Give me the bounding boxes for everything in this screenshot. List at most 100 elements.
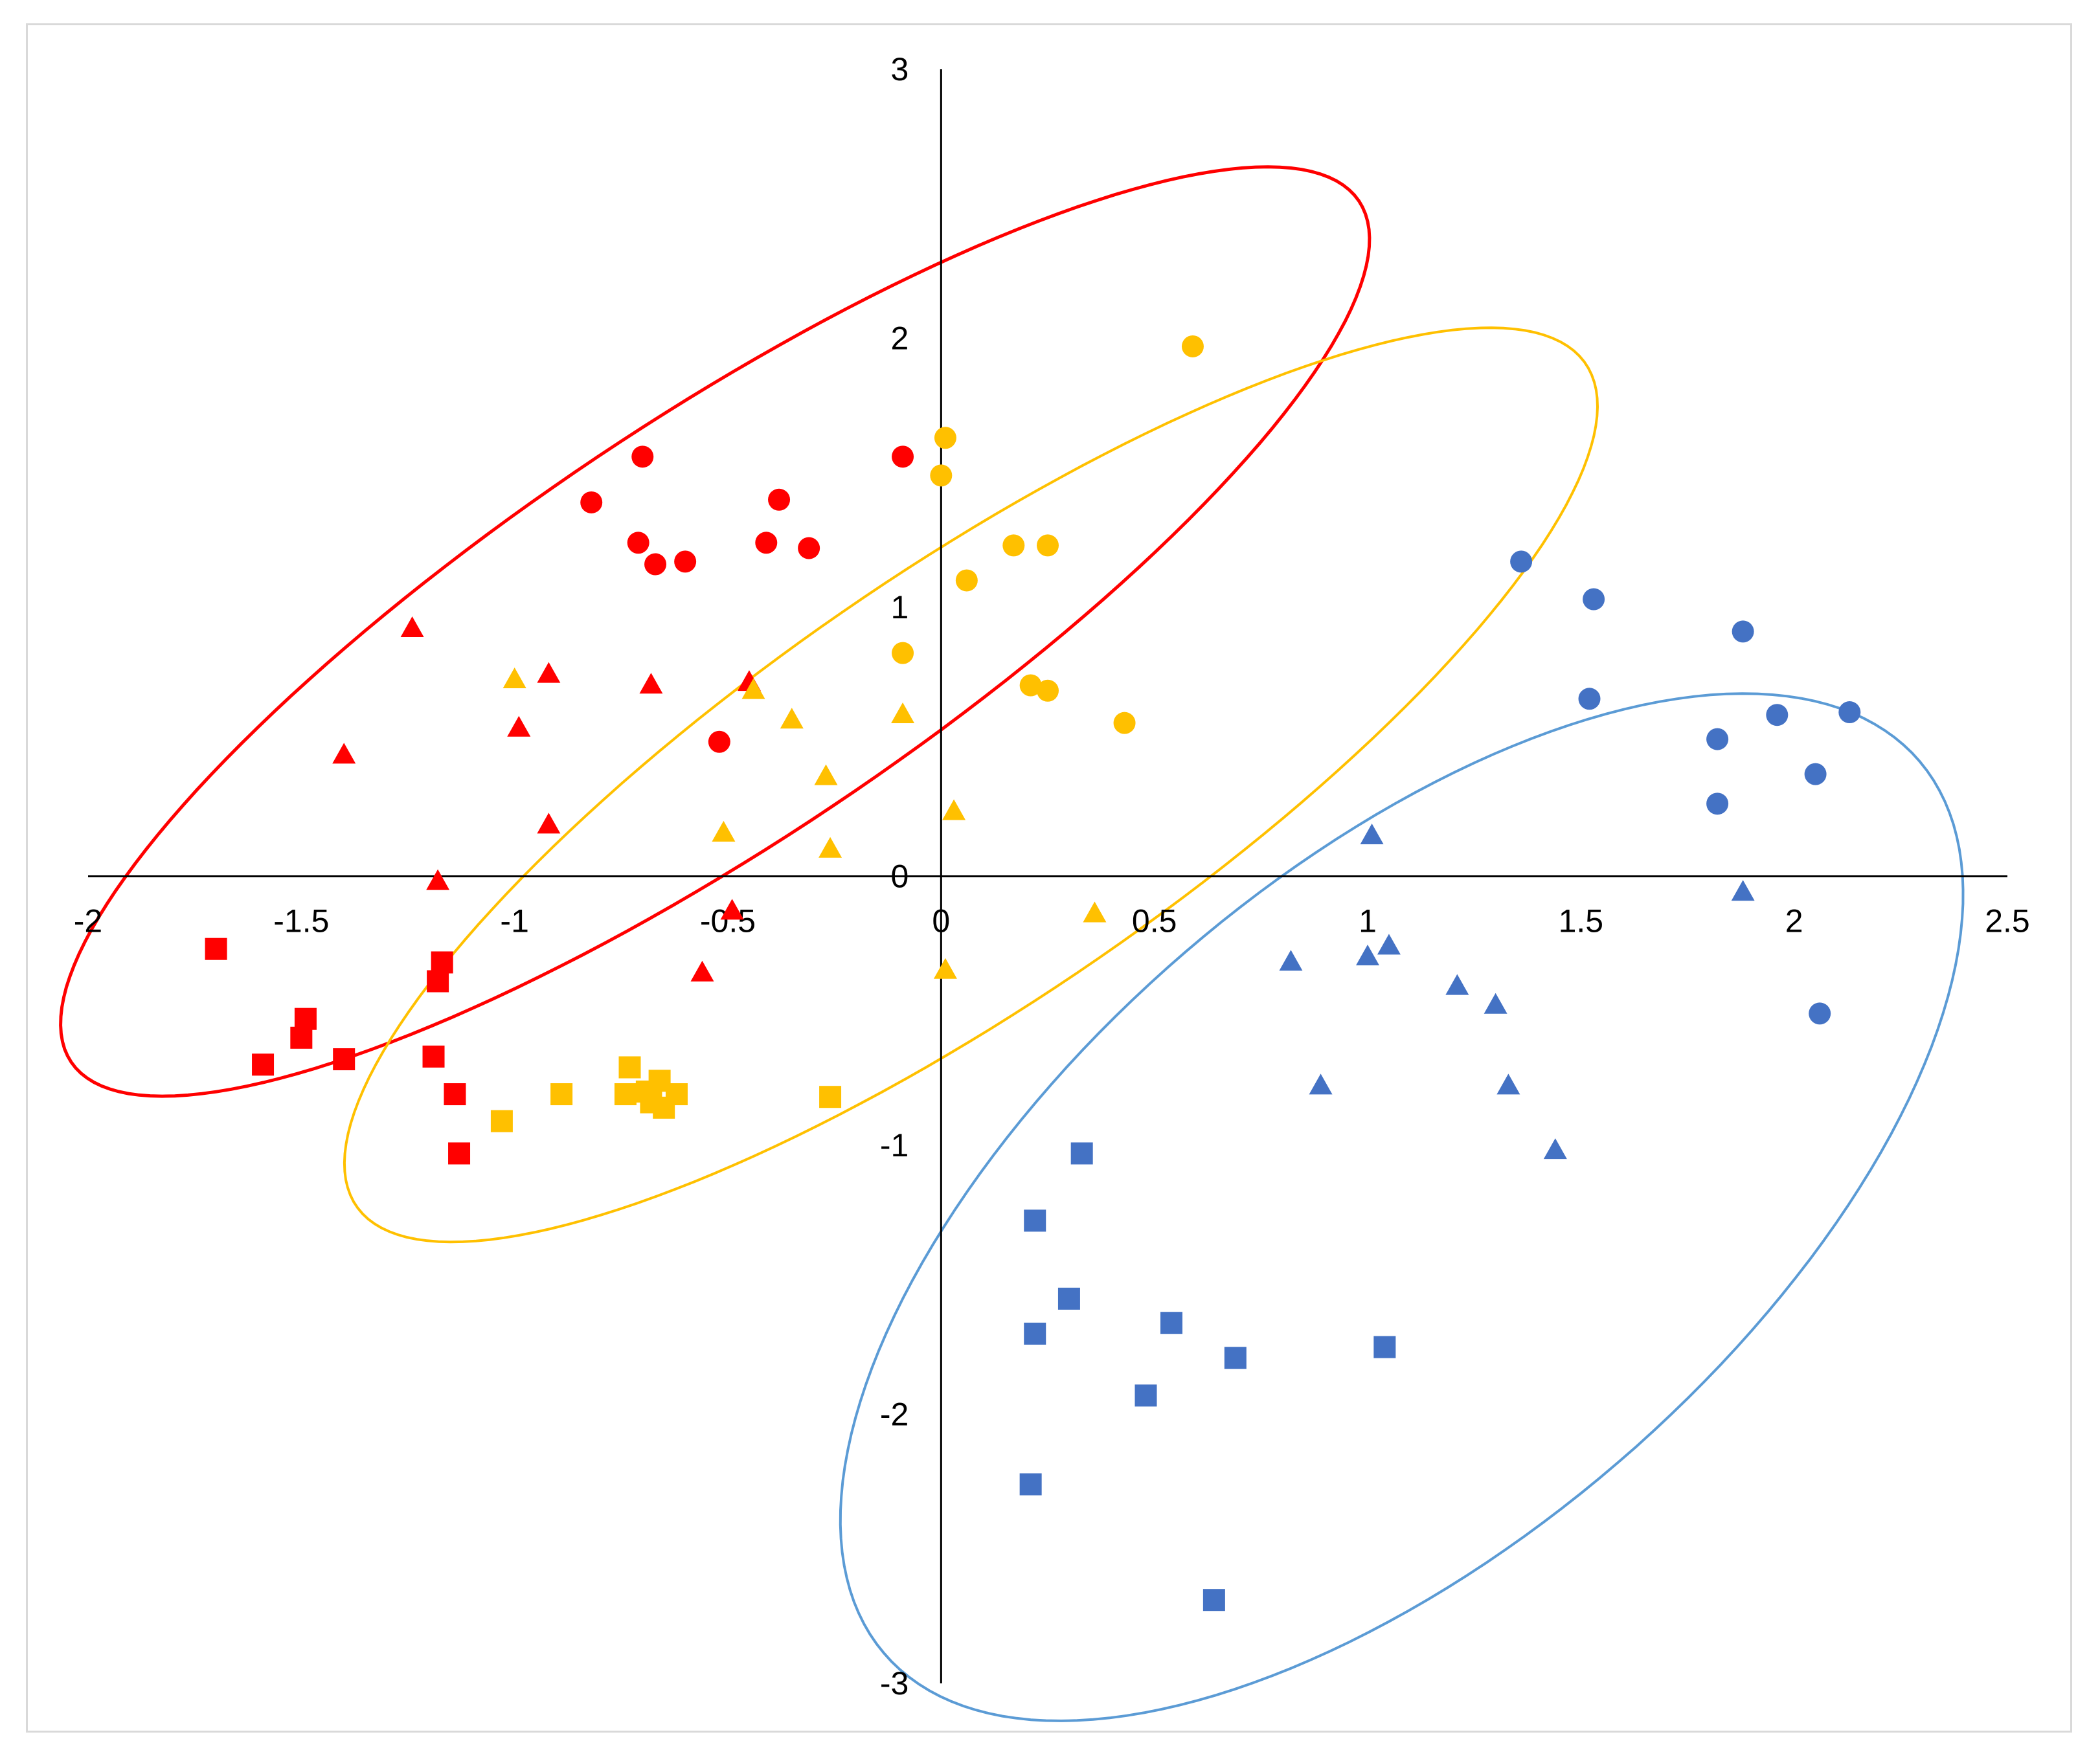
red-circle-point xyxy=(580,491,603,513)
blue-cluster-ellipse xyxy=(839,692,1965,1722)
yellow-circle-point xyxy=(1037,679,1059,702)
red-triangle-point xyxy=(426,869,450,890)
x-tick-label: 2 xyxy=(1785,903,1803,939)
yellow-triangle-point xyxy=(741,678,765,699)
blue-square-point xyxy=(1070,1142,1093,1165)
x-tick-label: 2.5 xyxy=(1985,903,2030,939)
x-tick-label: -1.5 xyxy=(273,903,329,939)
cluster-ellipses xyxy=(59,165,1965,1722)
x-tick-label: 1 xyxy=(1359,903,1377,939)
y-tick-label: -3 xyxy=(880,1665,909,1701)
blue-circle-point xyxy=(1510,550,1533,573)
blue-circle-point xyxy=(1766,704,1789,726)
blue-triangle-point xyxy=(1360,823,1384,844)
blue-triangle-point xyxy=(1279,950,1303,971)
red-triangle-point xyxy=(507,715,531,737)
red-circle-point xyxy=(674,550,697,573)
yellow-square-point xyxy=(618,1056,641,1079)
red-square-point xyxy=(290,1026,313,1049)
yellow-triangle-point xyxy=(819,837,842,858)
data-points xyxy=(205,335,1861,1612)
blue-circle-point xyxy=(1706,728,1729,750)
yellow-square-point xyxy=(653,1096,675,1119)
x-tick-label: -1 xyxy=(500,903,528,939)
blue-square-point xyxy=(1024,1209,1046,1232)
yellow-triangle-point xyxy=(814,764,838,785)
blue-square-point xyxy=(1224,1347,1247,1369)
blue-triangle-point xyxy=(1496,1073,1520,1095)
blue-triangle-point xyxy=(1445,974,1469,995)
x-tick-label: 0.5 xyxy=(1132,903,1177,939)
red-square-point xyxy=(294,1007,317,1030)
blue-triangle-point xyxy=(1377,934,1401,955)
red-cluster-ellipse xyxy=(59,165,1372,1098)
y-tick-label: -1 xyxy=(880,1127,909,1163)
yellow-triangle-point xyxy=(1083,901,1107,923)
red-square-point xyxy=(431,951,453,974)
blue-triangle-point xyxy=(1543,1138,1567,1160)
blue-triangle-point xyxy=(1309,1073,1333,1095)
blue-circle-point xyxy=(1804,763,1827,785)
red-triangle-point xyxy=(400,616,424,638)
blue-square-point xyxy=(1024,1322,1046,1345)
red-circle-point xyxy=(644,553,667,576)
x-tick-label: -2 xyxy=(74,903,102,939)
red-triangle-point xyxy=(537,813,561,834)
yellow-square-point xyxy=(614,1083,637,1106)
red-triangle-point xyxy=(537,662,561,683)
blue-circle-point xyxy=(1809,1002,1831,1025)
blue-triangle-point xyxy=(1484,993,1507,1014)
yellow-triangle-point xyxy=(933,958,957,979)
blue-triangle-point xyxy=(1731,880,1755,901)
yellow-circle-point xyxy=(1019,674,1042,697)
y-tick-label: 3 xyxy=(891,51,909,87)
red-square-point xyxy=(252,1053,275,1076)
red-square-point xyxy=(205,938,227,960)
red-square-point xyxy=(427,970,449,993)
yellow-circle-point xyxy=(930,464,953,487)
yellow-triangle-point xyxy=(780,708,804,729)
blue-circle-point xyxy=(1578,688,1601,710)
yellow-square-point xyxy=(550,1083,573,1106)
yellow-triangle-point xyxy=(502,667,526,688)
red-square-point xyxy=(448,1142,471,1165)
yellow-triangle-point xyxy=(942,799,966,820)
blue-square-point xyxy=(1160,1312,1183,1334)
yellow-circle-point xyxy=(892,642,914,664)
blue-triangle-point xyxy=(1356,944,1379,965)
blue-square-point xyxy=(1202,1589,1225,1612)
red-circle-point xyxy=(768,488,791,511)
blue-circle-point xyxy=(1838,701,1861,724)
x-tick-label: 1.5 xyxy=(1559,903,1604,939)
blue-circle-point xyxy=(1583,588,1605,611)
red-circle-point xyxy=(892,445,914,468)
blue-square-point xyxy=(1373,1336,1396,1358)
yellow-circle-point xyxy=(955,569,978,592)
yellow-square-point xyxy=(819,1086,842,1108)
red-circle-point xyxy=(627,532,649,554)
blue-square-point xyxy=(1019,1473,1042,1496)
yellow-cluster-ellipse xyxy=(343,326,1599,1244)
red-triangle-point xyxy=(332,743,356,764)
yellow-circle-point xyxy=(1002,534,1025,557)
red-circle-point xyxy=(708,730,730,753)
yellow-circle-point xyxy=(1037,534,1059,557)
red-triangle-point xyxy=(690,960,714,982)
chart-area xyxy=(26,23,2072,1733)
y-axis-tick-labels: -3 -2 -1 0 1 2 3 xyxy=(880,51,909,1701)
y-tick-label: -2 xyxy=(880,1397,909,1433)
x-axis-tick-labels: -2 -1.5 -1 -0.5 0 0.5 1 1.5 2 2.5 xyxy=(74,903,2030,939)
red-square-point xyxy=(422,1045,445,1068)
y-tick-label: 1 xyxy=(891,589,909,625)
y-tick-label: 2 xyxy=(891,320,909,357)
yellow-circle-point xyxy=(1181,335,1204,357)
red-triangle-point xyxy=(639,673,663,694)
yellow-circle-point xyxy=(1113,712,1136,734)
red-circle-point xyxy=(755,532,778,554)
blue-circle-point xyxy=(1732,620,1754,643)
red-circle-point xyxy=(631,445,654,468)
blue-circle-point xyxy=(1706,792,1729,815)
yellow-triangle-point xyxy=(891,702,915,723)
blue-square-point xyxy=(1057,1287,1080,1310)
